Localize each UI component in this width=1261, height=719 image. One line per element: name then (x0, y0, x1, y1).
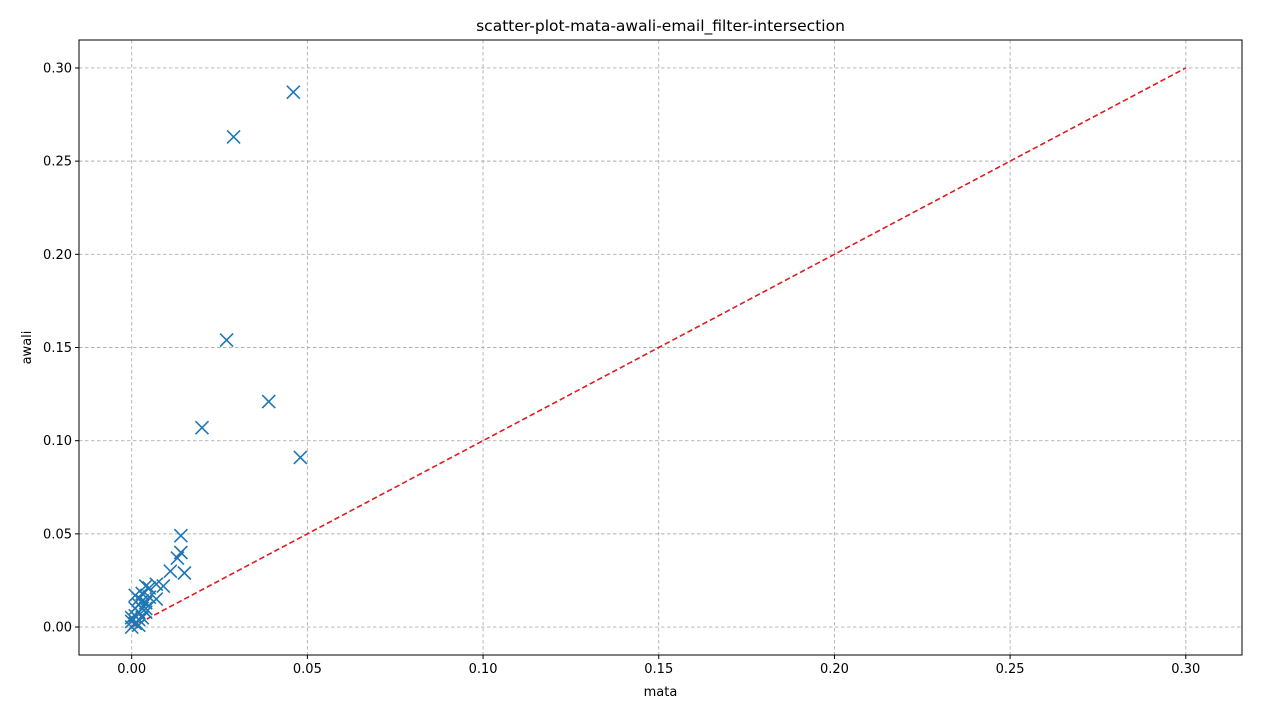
points-layer (124, 85, 308, 635)
scatter-point (293, 450, 308, 465)
y-tick-label: 0.10 (43, 434, 72, 449)
scatter-point (219, 332, 234, 348)
scatter-point (170, 551, 185, 566)
scatter-point (177, 565, 192, 581)
y-tick-label: 0.15 (43, 341, 72, 356)
y-tick-label: 0.30 (43, 61, 72, 76)
scatter-point (261, 394, 276, 409)
scatter-point (138, 601, 153, 616)
x-tick-label: 0.00 (117, 662, 146, 677)
x-tick-label: 0.05 (293, 662, 322, 677)
y-tick-label: 0.20 (43, 248, 72, 263)
scatter-point (226, 129, 241, 144)
grid-layer (79, 40, 1242, 655)
scatter-point (131, 612, 146, 627)
y-tick-label: 0.25 (43, 155, 72, 170)
y-axis-label: awali (20, 331, 35, 365)
scatter-point (163, 564, 178, 579)
reference-line-layer (131, 67, 1187, 628)
ticks-layer: 0.00 0.05 0.10 0.15 0.20 0.25 0.30 0.00 0.05 0.10… (43, 61, 1200, 677)
y-tick-label: 0.00 (43, 621, 72, 636)
x-tick-label: 0.15 (644, 662, 673, 677)
x-tick-label: 0.30 (1171, 662, 1200, 677)
x-tick-label: 0.10 (469, 662, 498, 677)
scatter-point (131, 592, 146, 607)
scatter-point (286, 85, 301, 100)
scatter-point (194, 420, 210, 435)
reference-line (131, 67, 1187, 628)
scatter-point (138, 578, 153, 594)
x-axis-label: mata (644, 685, 678, 700)
x-tick-label: 0.25 (996, 662, 1025, 677)
scatter-point (173, 528, 188, 543)
scatter-point (128, 601, 143, 616)
y-tick-label: 0.05 (43, 527, 72, 542)
chart-title: scatter-plot-mata-awali-email_filter-int… (476, 17, 845, 36)
x-tick-label: 0.20 (820, 662, 849, 677)
scatter-point (131, 618, 146, 633)
